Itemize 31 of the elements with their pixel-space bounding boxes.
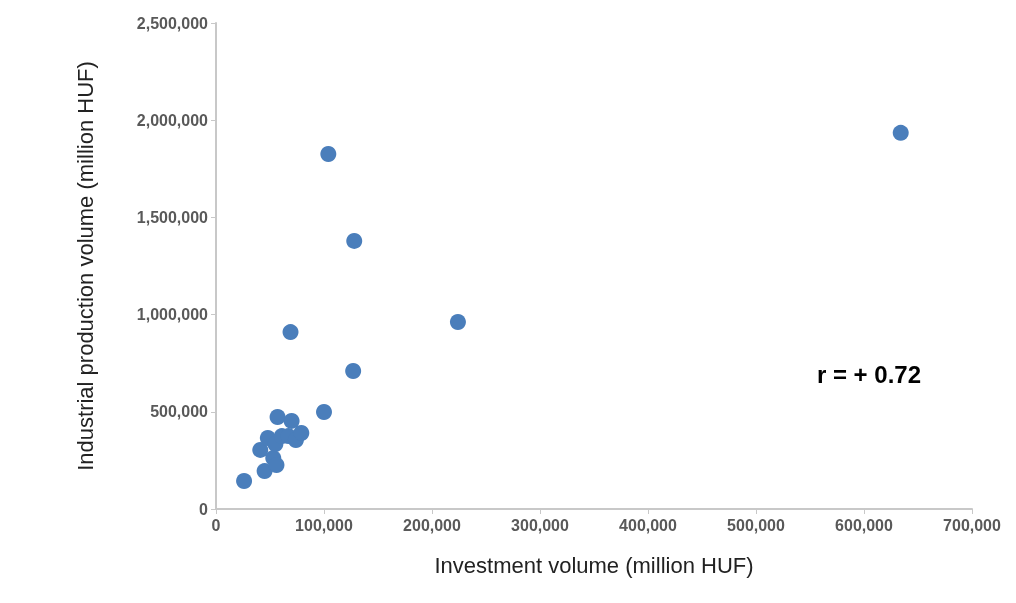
y-tick-label: 500,000 [150,403,209,421]
point [449,313,466,330]
y-tick-label: 1,500,000 [136,208,209,226]
y-tick-label: 0 [199,500,209,518]
x-tick-label: 600,000 [835,516,894,534]
point [345,362,362,379]
y-tick-label: 2,500,000 [136,14,209,32]
point [293,424,310,441]
point [268,457,285,474]
point [892,124,909,141]
y-axis-title: Industrial production volume (million HUF) [72,61,98,471]
x-tick-label: 700,000 [943,516,1002,534]
x-tick-label: 100,000 [295,516,354,534]
point [346,232,363,249]
x-tick-label: 500,000 [727,516,786,534]
annotation: r = + 0.72 [816,360,922,388]
point [316,404,332,420]
x-axis-title: Investment volume (million HUF) [434,552,754,578]
x-tick-label: 300,000 [511,516,570,534]
y-tick-label: 1,000,000 [136,306,209,324]
x-tick-label: 400,000 [619,516,678,534]
point [282,324,299,341]
y-tick-label: 2,000,000 [136,111,209,129]
point [252,441,269,458]
point [256,463,273,480]
point [283,412,300,429]
x-tick-label: 0 [211,516,221,534]
point [269,409,286,426]
x-tick-label: 200,000 [403,516,462,534]
point [236,473,253,489]
point [320,146,337,163]
